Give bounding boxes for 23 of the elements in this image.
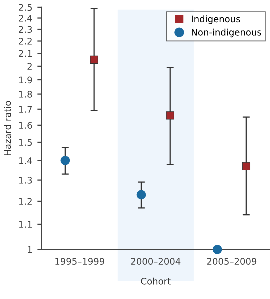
y-tick-label: 1.5 <box>19 139 32 146</box>
y-tick-label: 2.4 <box>19 14 32 22</box>
legend-label: Non-indigenous <box>192 28 262 38</box>
legend-label: Indigenous <box>192 16 240 24</box>
y-tick-label: 2.2 <box>19 38 32 45</box>
y-tick-label: 1.1 <box>19 221 32 228</box>
x-axis-title: Cohort <box>141 278 171 285</box>
y-tick-label: 1.7 <box>19 106 32 113</box>
y-tick-label: 2 <box>28 63 32 70</box>
y-tick-label: 1.4 <box>19 158 32 164</box>
y-tick-label: 1.6 <box>19 122 32 129</box>
y-axis-title: Hazard ratio <box>4 101 12 156</box>
x-tick-label: 1995–1999 <box>56 258 104 265</box>
y-tick-label: 2.5 <box>19 4 32 12</box>
x-tick-label: 2000–2004 <box>131 258 181 265</box>
y-tick-label: 1.8 <box>19 91 32 98</box>
y-tick-label: 1.2 <box>19 198 32 205</box>
y-tick-label: 1 <box>28 246 32 254</box>
y-tick-label: 2.1 <box>19 50 32 57</box>
y-tick-label: 2.3 <box>19 26 32 34</box>
x-tick-label: 2005–2009 <box>207 258 257 265</box>
y-tick-label: 1.9 <box>19 76 32 84</box>
y-tick-label: 1.3 <box>19 177 32 184</box>
